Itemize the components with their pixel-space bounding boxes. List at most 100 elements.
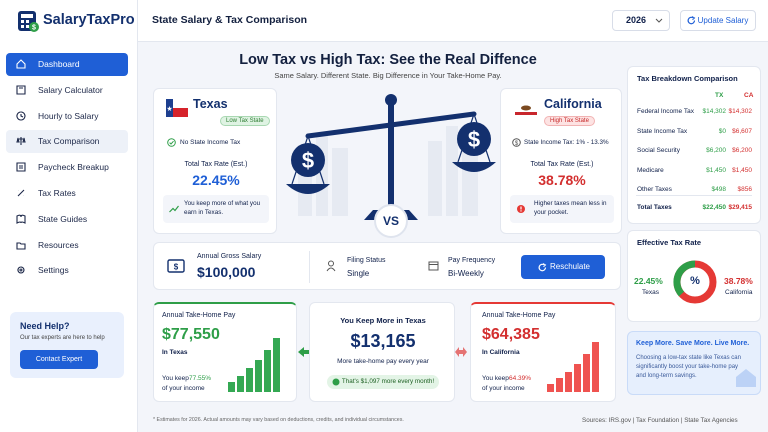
row-label: Federal Income Tax: [637, 108, 694, 115]
filing-value[interactable]: Single: [347, 269, 370, 278]
nav-item[interactable]: Dashboard: [6, 53, 128, 76]
check-icon: [167, 138, 176, 147]
nav-item[interactable]: Tax Comparison: [6, 130, 128, 154]
calendar-icon: [428, 261, 439, 271]
effective-texas-rate: 22.45%: [634, 276, 663, 286]
help-title: Need Help?: [20, 321, 70, 331]
refresh-icon: [687, 16, 696, 25]
breakdown-row: Other Taxes $498 $856: [637, 186, 752, 200]
difference-text: More take-home pay every year: [337, 358, 429, 365]
nav-icon: [16, 85, 26, 95]
icon-path: [16, 137, 26, 146]
california-name: California: [544, 97, 602, 111]
year-select[interactable]: 2026: [612, 10, 670, 31]
texas-name: Texas: [193, 97, 228, 111]
nav-icon: [16, 214, 26, 224]
texas-flag: ★: [166, 99, 188, 117]
ca-value: $6,200: [732, 147, 752, 154]
effective-california-name: California: [725, 289, 753, 296]
alert-icon: [517, 205, 525, 213]
salary-value[interactable]: $100,000: [197, 264, 256, 280]
california-take-home-amount: $64,385: [482, 326, 540, 343]
texas-take-home-card: Annual Take-Home Pay $77,550 In Texas Yo…: [153, 302, 297, 402]
ca-value: $14,302: [728, 108, 753, 115]
svg-text:$: $: [515, 141, 519, 147]
row-label: Social Security: [637, 147, 680, 154]
nav-item[interactable]: Hourly to Salary: [6, 105, 128, 128]
total-tx: $22,450: [702, 204, 727, 211]
contact-button[interactable]: Contact Expert: [20, 350, 98, 369]
help-box: Need Help? Our tax experts are here to h…: [10, 312, 124, 378]
tx-value: $498: [711, 186, 726, 193]
california-card: California High Tax State $ State Income…: [500, 88, 622, 234]
ca-value: $1,450: [732, 166, 752, 174]
svg-text:$: $: [468, 127, 480, 152]
texas-take-home-label: Annual Take-Home Pay: [162, 312, 236, 319]
dropdown-arrow: [655, 18, 663, 23]
cash-icon: $: [167, 259, 185, 273]
svg-text:★: ★: [166, 105, 172, 113]
california-rate: 38.78%: [538, 172, 586, 188]
divider: [309, 251, 310, 283]
update-button[interactable]: Update Salary: [680, 10, 756, 31]
ca-value: $856: [737, 186, 752, 193]
california-rate-label: Total Tax Rate (Est.): [530, 161, 594, 168]
breakdown-row: Federal Income Tax $14,302 $14,302: [637, 108, 752, 122]
nav-item[interactable]: Settings: [6, 259, 128, 282]
nav-icon: [16, 242, 26, 250]
breakdown-card: Tax Breakdown Comparison TX CA Federal I…: [627, 66, 761, 224]
row-label: Medicare: [637, 166, 664, 174]
california-tip: Higher taxes mean less in your pocket.: [534, 200, 607, 216]
nav-item[interactable]: Paycheck Breakup: [6, 156, 128, 179]
nav-icon: [17, 189, 25, 197]
coin-icon: [332, 378, 340, 386]
icon-path: [16, 242, 26, 250]
texas-note: No State Income Tax: [180, 139, 241, 146]
breakdown-row: State Income Tax $0 $6,607: [637, 128, 752, 142]
divider: [636, 195, 752, 196]
inputs-card: $ Annual Gross Salary $100,000 Filing St…: [153, 242, 621, 290]
texas-place: In Texas: [162, 349, 188, 356]
hero-title: Low Tax vs High Tax: See the Real Diffen…: [239, 52, 537, 68]
tx-value: $14,302: [702, 108, 727, 115]
frequency-value[interactable]: Bi-Weekly: [448, 269, 484, 278]
nav-item[interactable]: Tax Rates: [6, 182, 128, 205]
california-take-home-card: Annual Take-Home Pay $64,385 In Californ…: [470, 302, 616, 402]
green-bars: [228, 338, 280, 392]
difference-monthly: That's $1,097 more every month!: [327, 375, 439, 389]
texas-tip-box: You keep more of what you earn in Texas.: [163, 195, 269, 223]
california-note: State Income Tax: 1% - 13.3%: [524, 139, 609, 146]
effective-california-rate: 38.78%: [724, 276, 753, 286]
texas-rate: 22.45%: [192, 172, 240, 188]
icon-path: [16, 59, 26, 69]
california-keep: You keep: [482, 375, 509, 382]
info-icon: $: [512, 138, 521, 147]
trend-icon: [169, 205, 179, 213]
california-tip-box: Higher taxes mean less in your pocket.: [510, 195, 614, 223]
icon-path: [16, 85, 26, 95]
recalculate-button[interactable]: Reschulate: [521, 255, 605, 279]
california-flag: [515, 99, 537, 115]
nav-icon: [16, 162, 26, 172]
svg-text:$: $: [174, 263, 179, 272]
difference-amount: $13,165: [350, 331, 416, 351]
nav-item[interactable]: Resources: [6, 234, 128, 257]
tx-value: $0: [718, 127, 726, 135]
nav-icon: [16, 111, 26, 121]
nav-item[interactable]: Salary Calculator: [6, 79, 128, 102]
promo-text: Choosing a low-tax state like Texas can …: [636, 355, 741, 379]
promo-title: Keep More. Save More. Live More.: [636, 340, 750, 347]
icon-path: [17, 189, 25, 197]
effective-title: Effective Tax Rate: [637, 238, 702, 247]
hero-subtitle: Same Salary. Different State. Big Differ…: [274, 71, 502, 80]
header: State Salary & Tax Comparison 2026 Updat…: [138, 0, 768, 42]
nav-item[interactable]: State Guides: [6, 208, 128, 231]
brand: SalaryTaxPro: [43, 12, 135, 28]
salary-label: Annual Gross Salary: [197, 253, 262, 260]
difference-title: You Keep More in Texas: [340, 316, 426, 325]
texas-tip: You keep more of what you earn in Texas.: [184, 200, 261, 216]
red-bars: [547, 342, 599, 392]
arrow-both: [455, 347, 467, 357]
footer-note: * Estimates for 2026. Actual amounts may…: [153, 417, 404, 423]
svg-text:$: $: [32, 25, 36, 32]
